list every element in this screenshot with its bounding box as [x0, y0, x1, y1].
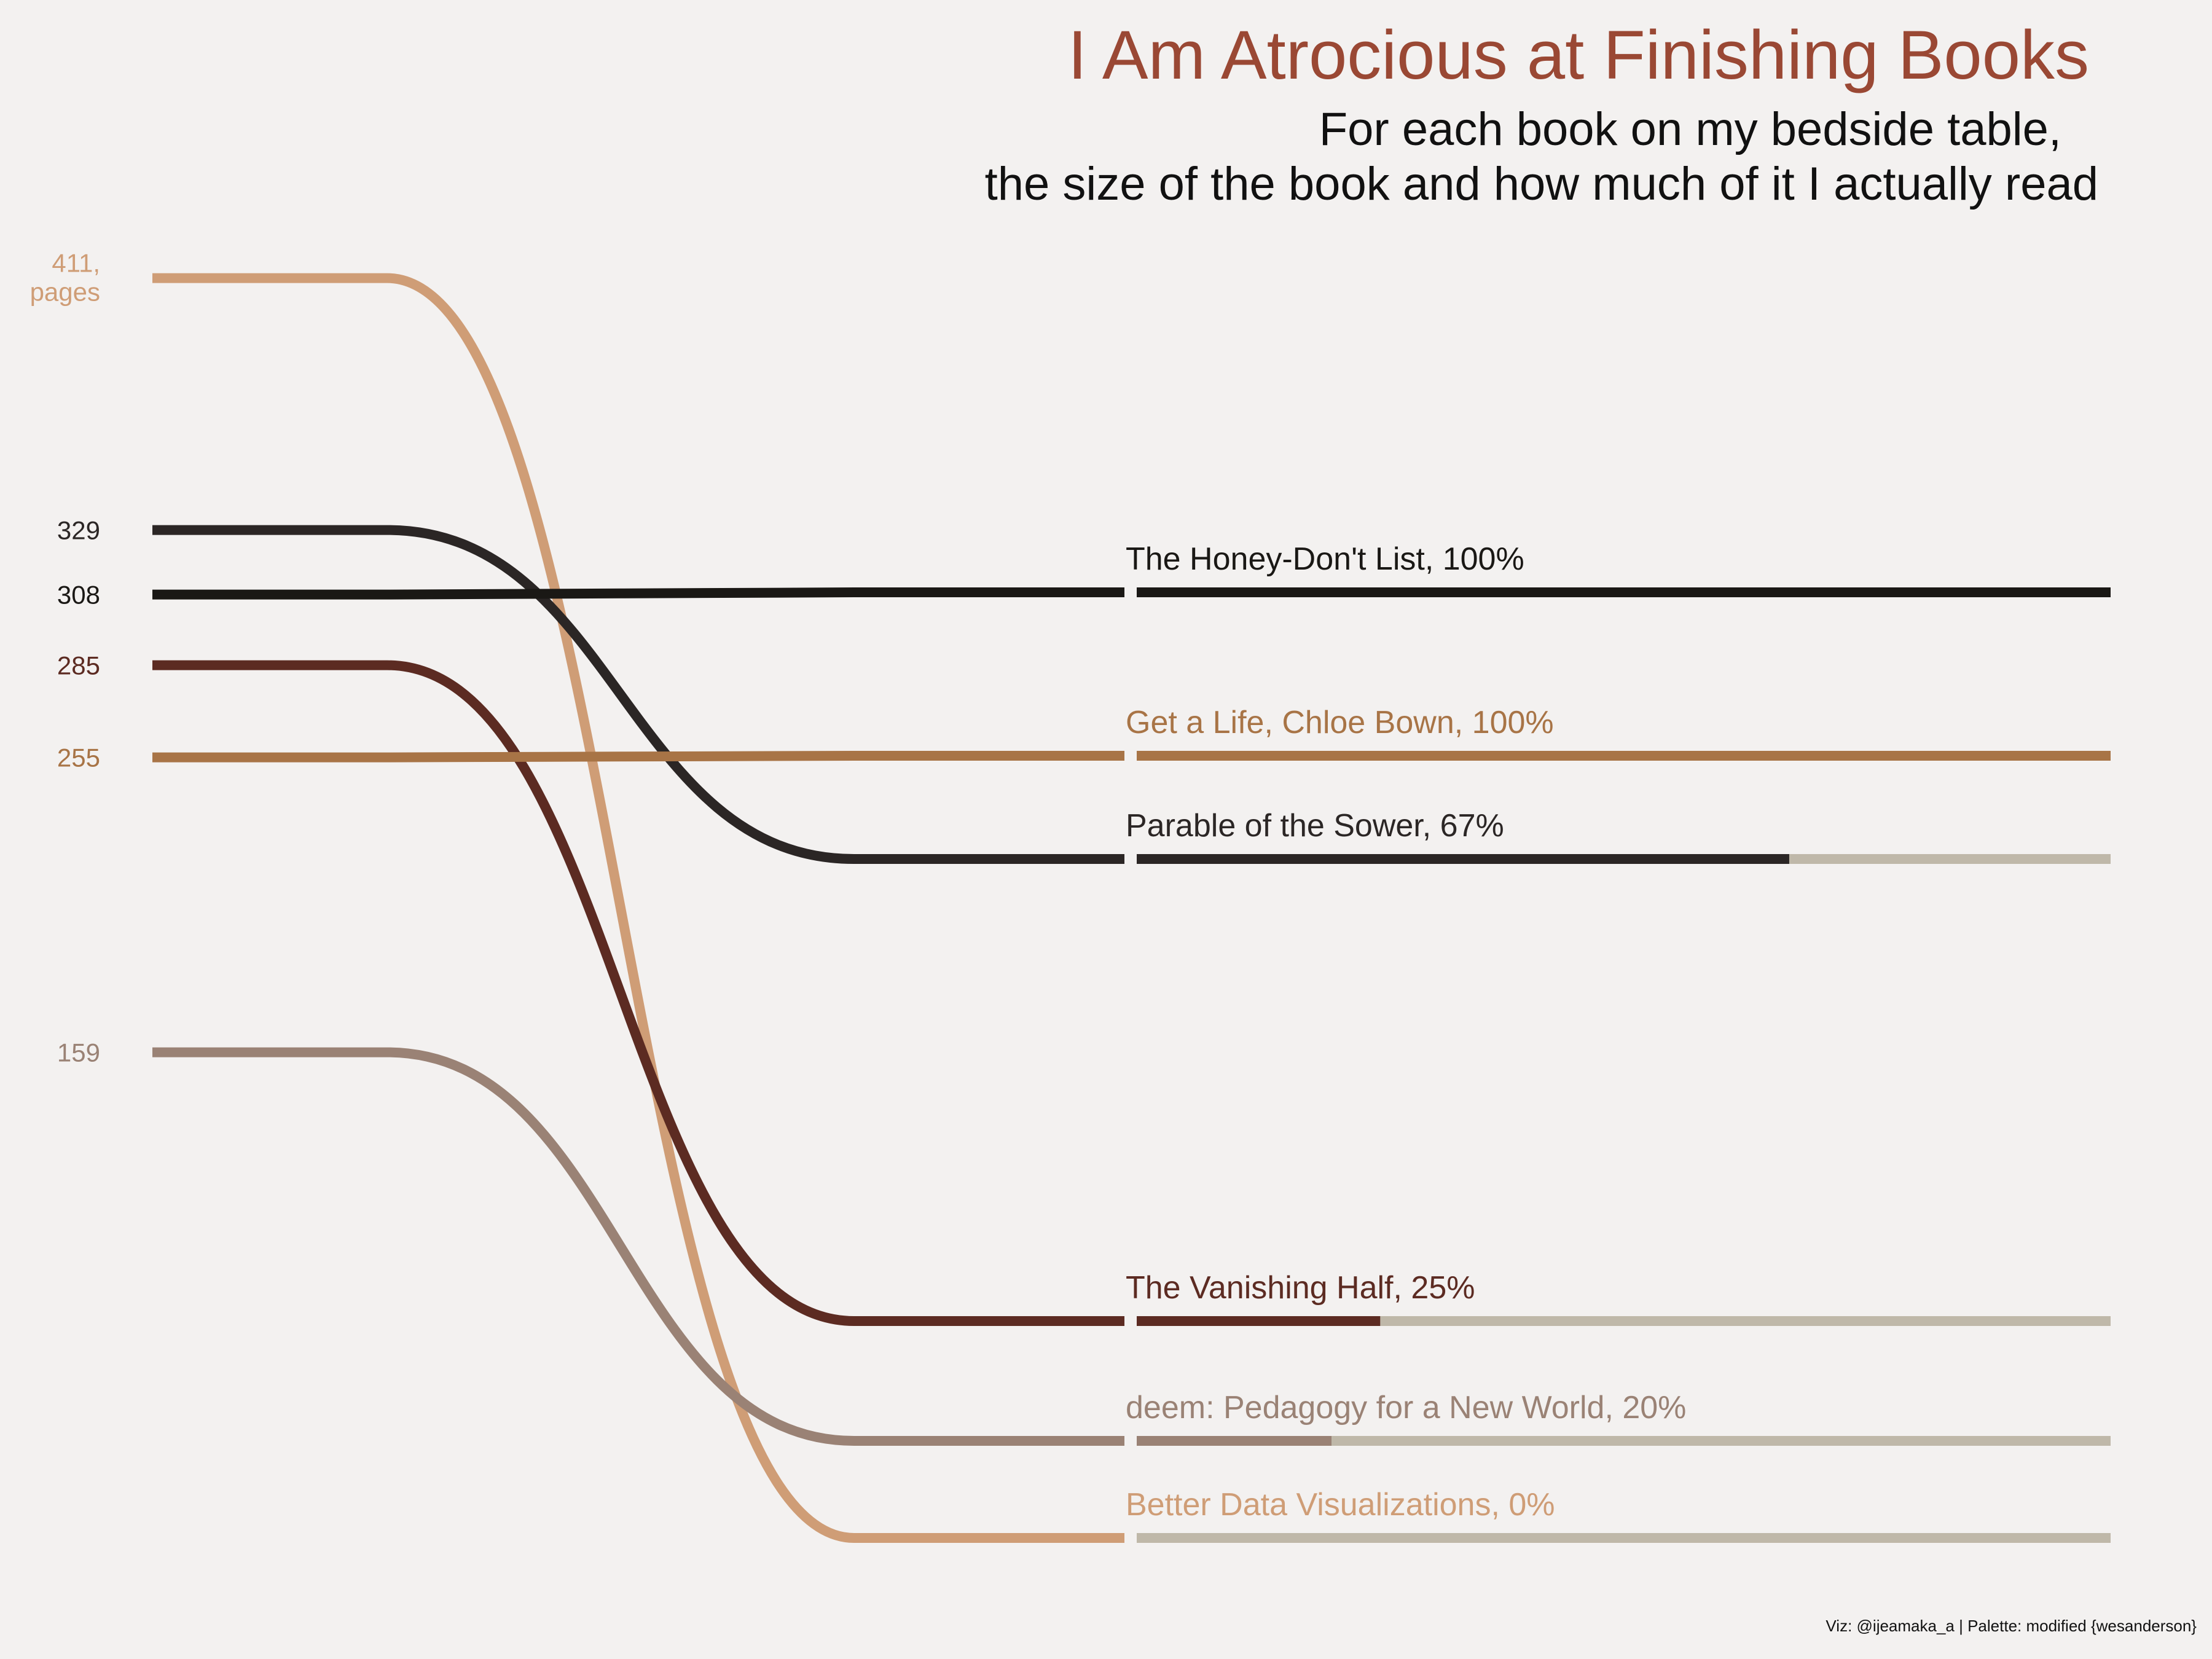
chart-subtitle-line-1: For each book on my bedside table,	[1319, 103, 2061, 155]
series-layer	[152, 273, 2111, 1543]
series-curve	[152, 587, 1124, 600]
series-curve	[152, 1047, 1124, 1446]
y-label-layer: 308 255 329 285 159 411,pages	[30, 249, 100, 1067]
series-curve	[152, 660, 1124, 1326]
page-unit-label: pages	[30, 278, 100, 307]
book-label: Get a Life, Chloe Bown, 100%	[1126, 705, 1554, 740]
chart-caption: Viz: @ijeamaka_a | Palette: modified {we…	[1826, 1617, 2197, 1635]
page-count-label: 308	[57, 581, 100, 610]
book-label: The Vanishing Half, 25%	[1126, 1270, 1475, 1306]
page-count-label: 329	[57, 516, 100, 545]
page-count-label: 255	[57, 743, 100, 772]
page-count-label: 159	[57, 1038, 100, 1067]
book-label: Parable of the Sower, 67%	[1126, 808, 1504, 844]
series-curve	[152, 273, 1124, 1543]
book-label-layer: Better Data Visualizations, 0% deem: Peda…	[1126, 541, 1686, 1523]
page-count-label: 285	[57, 651, 100, 680]
chart-subtitle-line-2: the size of the book and how much of it …	[985, 158, 2098, 210]
book-label: Better Data Visualizations, 0%	[1126, 1487, 1555, 1523]
book-label: The Honey-Don't List, 100%	[1126, 541, 1524, 577]
series-curve	[152, 751, 1124, 763]
chart-title: I Am Atrocious at Finishing Books	[1068, 17, 2089, 93]
series-curve	[152, 525, 1124, 864]
book-label: deem: Pedagogy for a New World, 20%	[1126, 1390, 1686, 1426]
page-count-label: 411,	[52, 249, 100, 278]
